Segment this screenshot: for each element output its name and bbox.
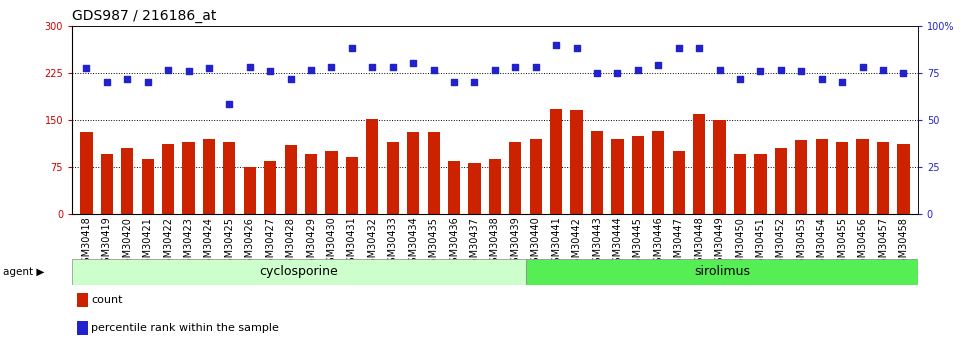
Bar [673,151,685,214]
Point [794,68,809,74]
Point [140,80,156,85]
Point [446,80,461,85]
Point [364,64,380,69]
Bar [264,161,277,214]
Point [242,65,258,70]
Point [181,68,196,74]
Point [467,80,482,85]
Bar [141,159,154,214]
Point [896,70,911,76]
Point [406,61,421,66]
Point [651,62,666,68]
Bar [876,142,889,214]
Bar [121,148,134,214]
Point [692,45,707,51]
Point [875,67,891,72]
Point [630,67,646,72]
Bar [713,120,726,214]
Point [201,66,216,71]
Bar [509,142,522,214]
Point [834,80,850,85]
Point [160,67,176,72]
Bar [836,142,849,214]
Bar [468,162,480,214]
Bar [591,130,604,214]
Bar [244,167,256,214]
Bar [693,114,705,214]
Bar [550,109,562,214]
Point [589,70,604,76]
Point [507,64,523,69]
Bar [346,157,358,214]
Bar [81,132,92,214]
Point [344,45,359,51]
Point [487,67,503,72]
Bar [631,136,644,214]
Point [262,68,278,74]
Point [222,101,237,107]
Point [283,76,298,82]
Bar [428,132,440,214]
Bar [734,154,746,214]
Point [774,67,789,72]
Point [119,76,135,82]
Bar [653,131,664,214]
Bar [162,144,174,214]
Point [79,65,94,71]
Bar [203,139,215,214]
Bar [407,132,419,214]
Bar [611,139,624,214]
Text: percentile rank within the sample: percentile rank within the sample [91,323,279,333]
Text: cyclosporine: cyclosporine [259,265,338,278]
Bar [856,139,869,214]
Bar [754,154,767,214]
Point [324,64,339,69]
Bar [526,259,918,285]
Bar [305,154,317,214]
Point [732,76,748,82]
Text: sirolimus: sirolimus [694,265,750,278]
Point [569,45,584,51]
Bar [326,151,337,214]
Point [529,64,544,69]
Bar [571,110,582,214]
Bar [795,140,807,214]
Bar [223,142,235,214]
Point [671,45,686,51]
Bar [72,259,526,285]
Point [752,68,768,74]
Bar [489,159,501,214]
Point [304,67,319,72]
Point [99,80,114,85]
Bar [183,142,195,214]
Bar [284,145,297,214]
Text: count: count [91,295,123,305]
Point [814,76,829,82]
Text: agent ▶: agent ▶ [3,267,44,277]
Point [426,67,441,72]
Text: GDS987 / 216186_at: GDS987 / 216186_at [72,9,216,23]
Point [610,70,626,76]
Bar [898,144,909,214]
Bar [366,119,379,214]
Bar [816,139,827,214]
Bar [448,161,460,214]
Bar [775,148,787,214]
Bar [530,139,542,214]
Bar [386,142,399,214]
Point [855,64,871,69]
Point [385,64,401,69]
Bar [101,154,113,214]
Point [712,67,727,72]
Point [549,42,564,48]
